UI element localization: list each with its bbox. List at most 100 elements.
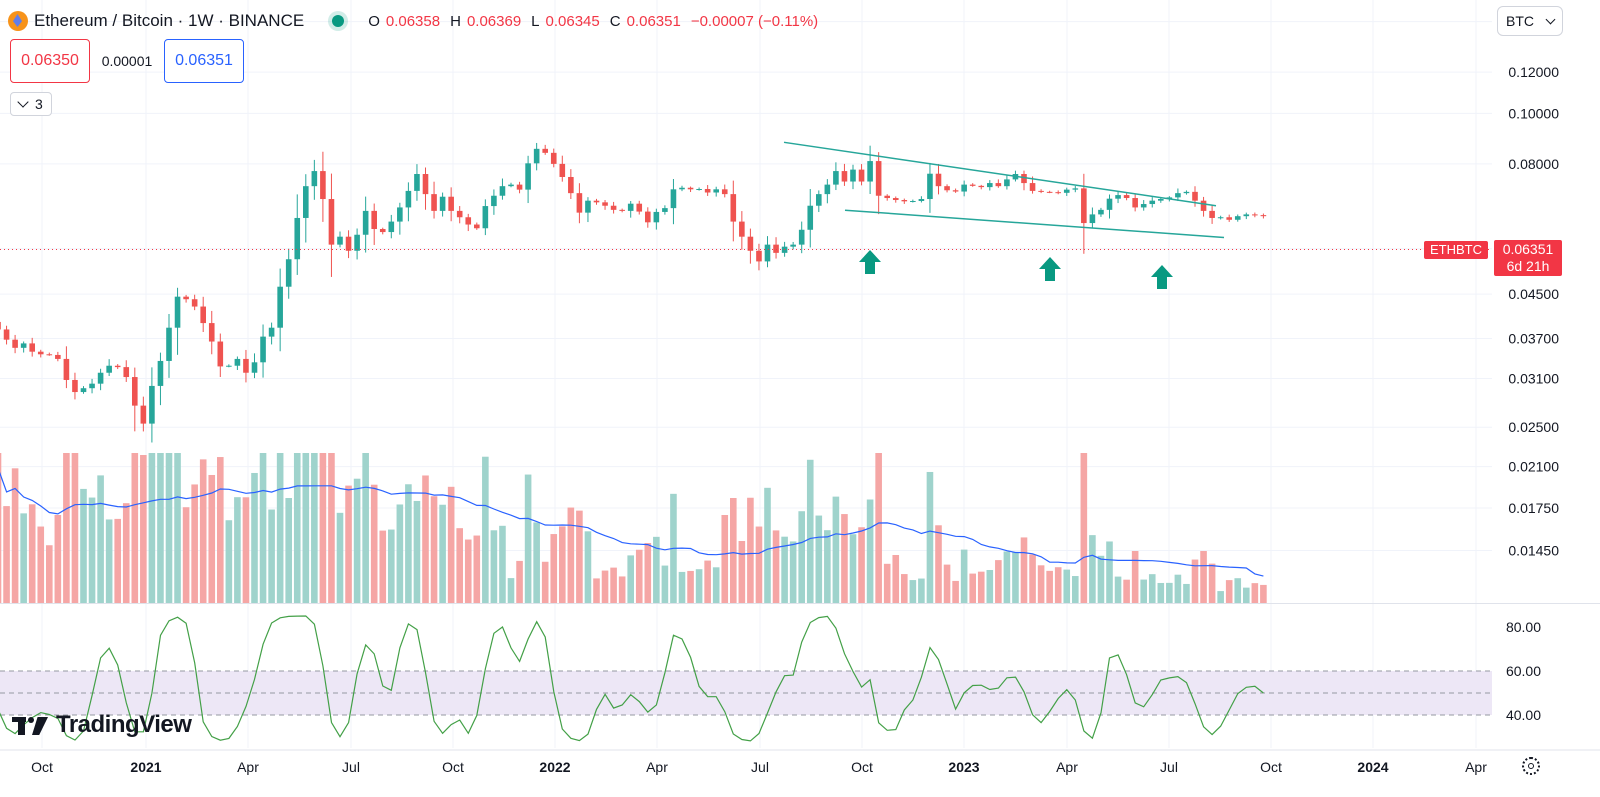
volume-bar: [576, 510, 583, 603]
candle-body: [602, 202, 608, 206]
volume-bar: [379, 530, 387, 603]
candle-body: [243, 358, 249, 373]
volume-bar: [1251, 583, 1259, 603]
candle-body: [37, 351, 44, 355]
candle-body: [1158, 199, 1164, 201]
candle-body: [662, 208, 668, 212]
currency-select[interactable]: BTC: [1497, 6, 1563, 36]
volume-bar: [345, 485, 352, 603]
candle-body: [1149, 200, 1156, 205]
volume-bar: [952, 580, 959, 603]
candle-body: [679, 187, 685, 190]
bar-countdown: 6d 21h: [1506, 258, 1550, 274]
buy-button[interactable]: 0.06351: [164, 39, 244, 83]
rsi-series: [0, 615, 1264, 742]
volume-bar: [695, 569, 703, 603]
trade-panel: 0.06350 0.00001 0.06351: [10, 39, 244, 83]
candle-body: [388, 221, 395, 233]
currency-label: BTC: [1506, 13, 1534, 29]
candle-body: [149, 385, 155, 424]
candle-body: [790, 244, 796, 247]
volume-bar: [858, 527, 865, 603]
candle-body: [29, 343, 35, 352]
tradingview-logo[interactable]: TradingView: [12, 711, 192, 739]
candle-body: [568, 176, 574, 194]
spread-value: 0.00001: [101, 53, 153, 69]
volume-bar: [559, 526, 566, 603]
volume-bar: [789, 541, 797, 603]
volume-bar: [524, 474, 532, 603]
symbol-title[interactable]: Ethereum / Bitcoin · 1W · BINANCE: [34, 11, 305, 30]
candle-body: [499, 186, 506, 196]
rsi-axis-label: 40.00: [1506, 707, 1541, 723]
volume-bar: [1148, 574, 1156, 603]
volume-bar: [302, 453, 310, 603]
candle-body: [345, 236, 352, 251]
volume-bar: [71, 453, 79, 603]
volume-bar: [1003, 551, 1011, 603]
time-axis-label: Apr: [237, 759, 259, 775]
indicators-toggle-button[interactable]: 3: [10, 92, 52, 116]
candle-body: [619, 209, 625, 211]
volume-bar: [285, 498, 292, 603]
change-value: −0.00007 (−0.11%): [690, 12, 819, 30]
chevron-down-icon: [17, 96, 29, 108]
candle-body: [824, 184, 831, 195]
arrow-up-icon: [1039, 257, 1061, 281]
candle-body: [46, 354, 53, 356]
volume-bar: [1208, 563, 1216, 603]
gear-icon[interactable]: [1522, 757, 1540, 775]
volume-bar: [0, 453, 2, 603]
time-axis-label: Jul: [342, 759, 360, 775]
volume-bar: [815, 515, 823, 603]
candle-body: [1106, 198, 1113, 210]
candle-body: [1081, 188, 1087, 224]
candle-body: [739, 221, 745, 237]
volume-bar: [20, 513, 27, 603]
candle-body: [72, 379, 78, 393]
volume-bar: [781, 536, 788, 603]
candle-body: [55, 354, 61, 359]
volume-bar: [439, 504, 446, 603]
volume-bar: [1012, 552, 1019, 603]
rsi-axis: 80.00 60.00 40.00: [1506, 619, 1541, 723]
candle-body: [1115, 195, 1121, 199]
volume-bar: [1046, 570, 1053, 603]
volume-bar: [353, 478, 361, 603]
indicators-count: 3: [35, 96, 43, 112]
candle-body: [1098, 209, 1104, 215]
low-key: L: [531, 12, 540, 30]
volume-bar: [1217, 591, 1224, 603]
time-axis-label: Oct: [1260, 759, 1282, 775]
candle-body: [576, 193, 583, 213]
candle-body: [550, 152, 557, 164]
volume-bar: [507, 578, 515, 603]
candle-body: [1217, 217, 1224, 219]
time-axis: Oct 2021 Apr Jul Oct 2022 Apr Jul Oct 2023 Apr Jul O…: [31, 759, 1487, 775]
volume-bar: [747, 497, 754, 603]
volume-bar: [1183, 583, 1190, 603]
volume-bar: [901, 574, 908, 603]
candle-body: [542, 148, 548, 153]
volume-bar: [63, 453, 70, 603]
sell-button[interactable]: 0.06350: [10, 39, 90, 83]
time-axis-label: 2024: [1357, 759, 1388, 775]
candle-body: [1209, 210, 1215, 218]
volume-bar: [516, 560, 523, 603]
volume-bar: [601, 570, 609, 603]
candle-body: [730, 194, 737, 222]
candle-body: [610, 205, 617, 210]
volume-bar: [875, 453, 882, 603]
rsi-band-fill: [0, 671, 1492, 715]
volume-bar: [1200, 551, 1207, 603]
candle-body: [516, 184, 523, 190]
volume-bar: [678, 571, 686, 603]
candle-body: [1021, 174, 1027, 184]
candle-body: [123, 367, 130, 378]
candle-body: [533, 148, 540, 164]
volume-bar: [191, 484, 198, 603]
time-axis-label: Jul: [1160, 759, 1178, 775]
candle-body: [97, 372, 104, 384]
candle-body: [140, 405, 147, 424]
